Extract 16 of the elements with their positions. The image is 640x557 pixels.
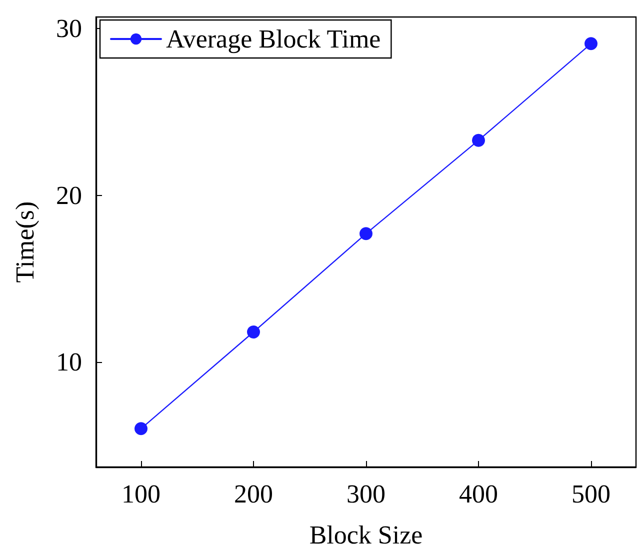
x-tick-label: 500 xyxy=(572,480,610,508)
point xyxy=(360,227,372,240)
point xyxy=(584,37,598,50)
point xyxy=(247,326,260,338)
y-tick-label: 20 xyxy=(56,180,82,210)
point xyxy=(134,422,148,436)
y-tick-label: 10 xyxy=(56,348,82,376)
y-tick-label: 30 xyxy=(56,14,82,44)
x-tick-label: 100 xyxy=(122,480,160,508)
legend-label: Average Block Time xyxy=(166,24,381,54)
x-axis-title: Block Size xyxy=(309,520,423,550)
x-tick-label: 200 xyxy=(234,480,273,508)
x-tick-label: 400 xyxy=(459,480,498,508)
y-axis-title: Time(s) xyxy=(10,201,40,283)
x-tick-label: 300 xyxy=(346,480,386,508)
point xyxy=(472,134,485,147)
